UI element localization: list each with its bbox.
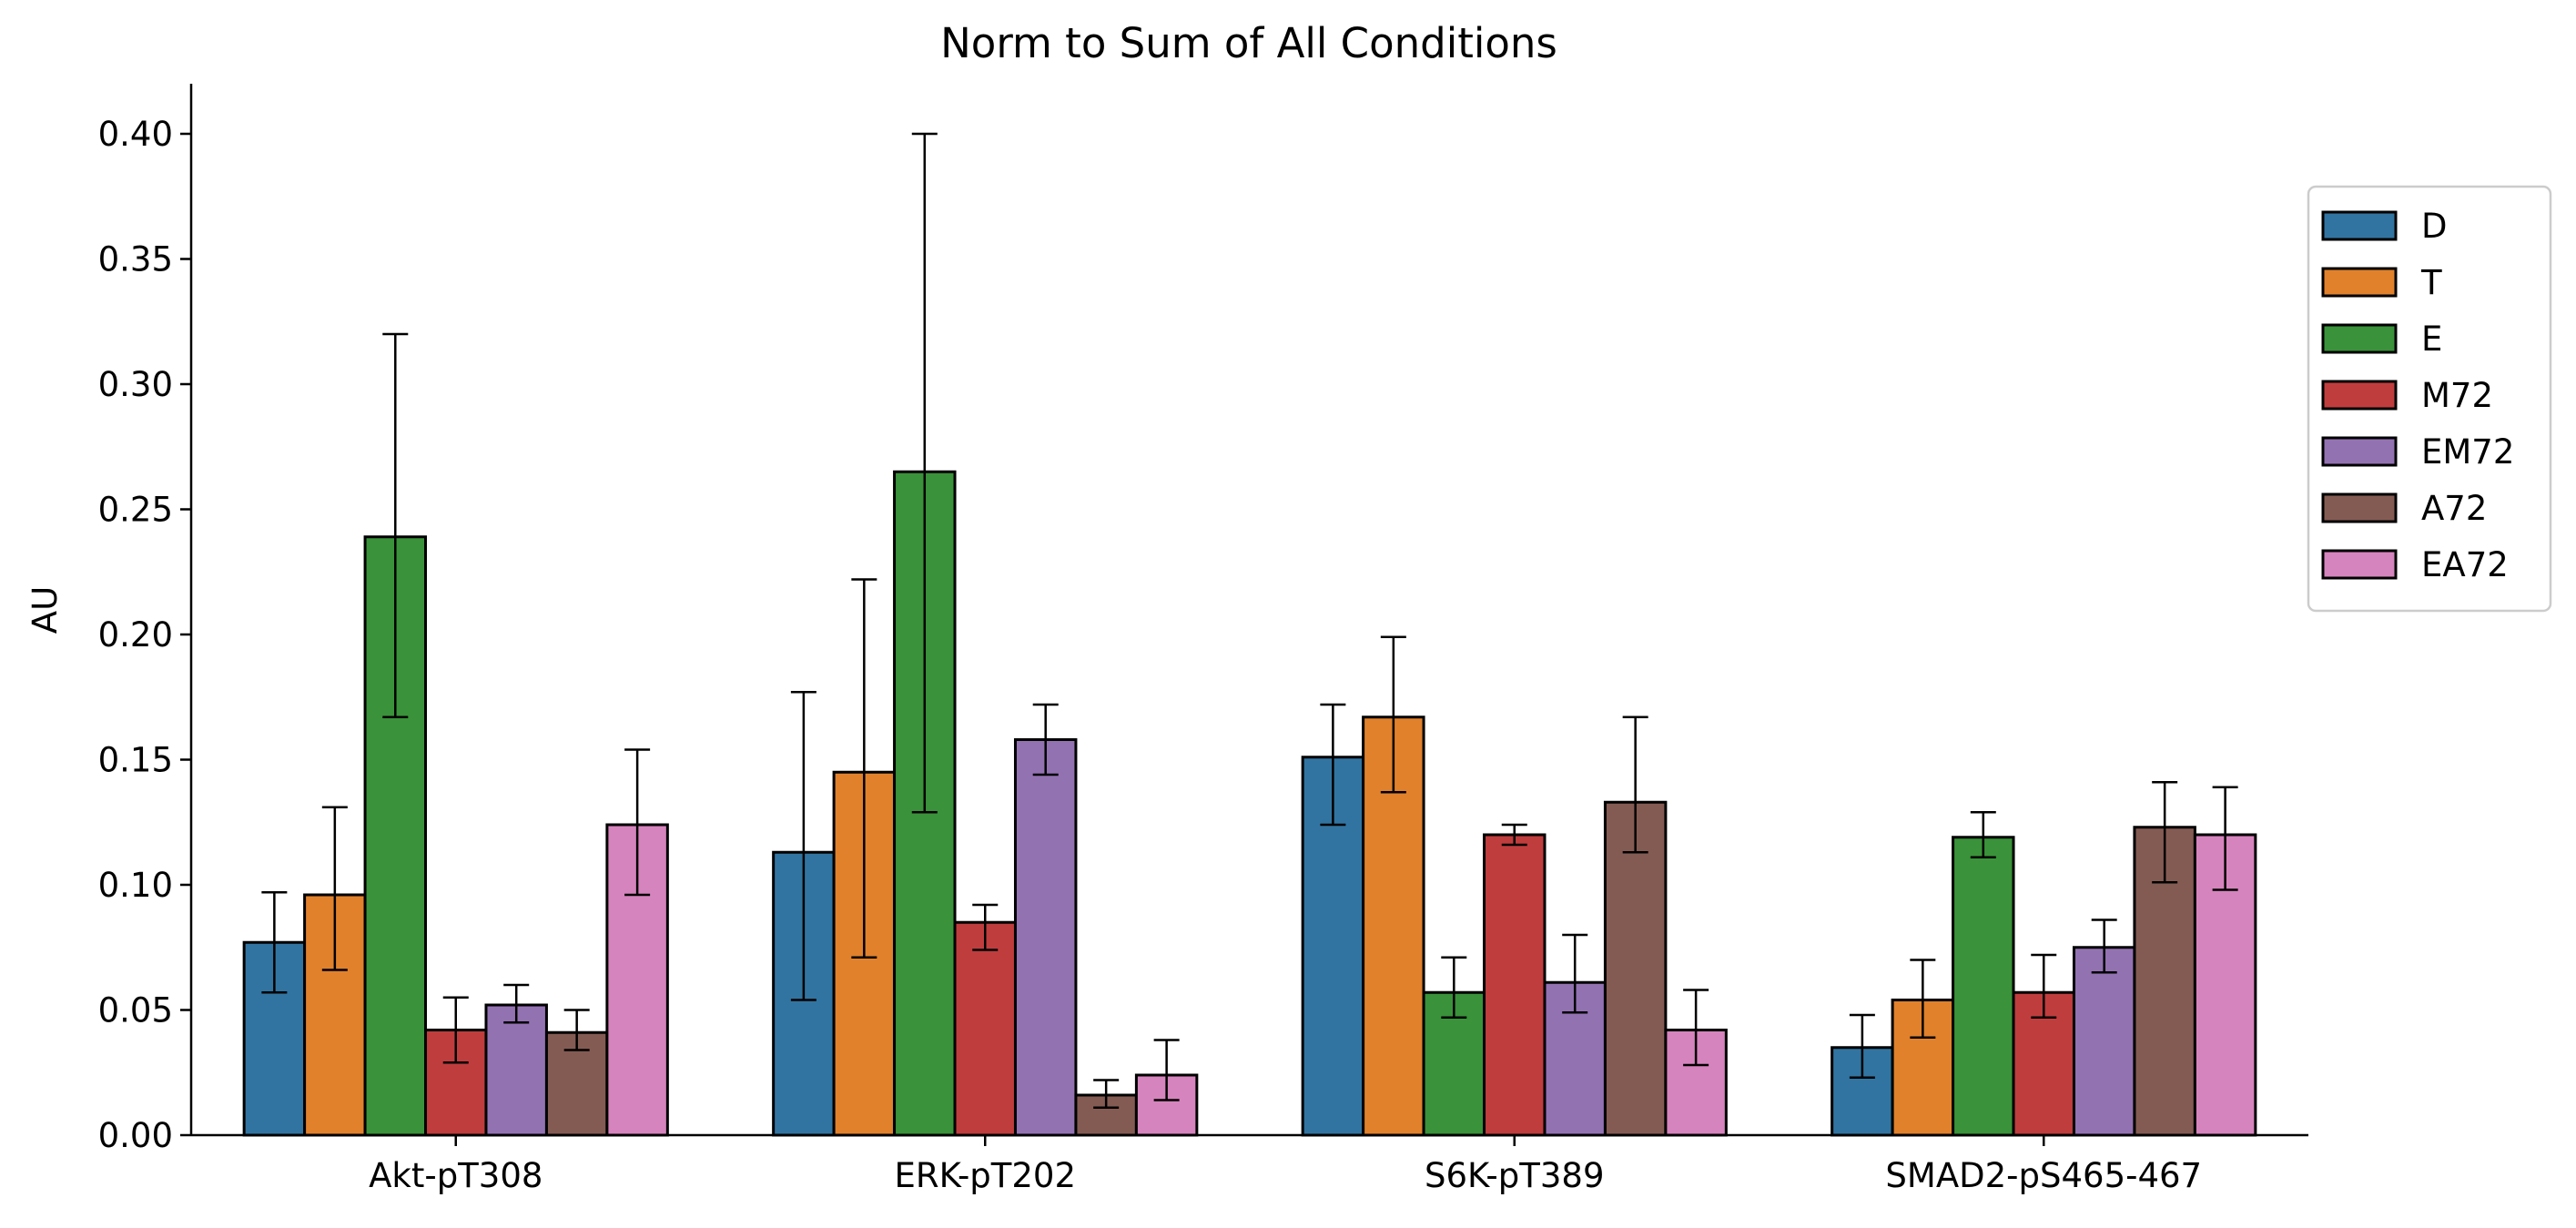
- y-tick-label: 0.30: [98, 365, 173, 404]
- y-tick-label: 0.35: [98, 240, 173, 279]
- y-tick-label: 0.10: [98, 866, 173, 905]
- bar-EM72-Akt-pT308: [484, 1003, 548, 1137]
- legend-label-D: D: [2421, 207, 2448, 246]
- x-tick-label: SMAD2-pS465-467: [1885, 1156, 2202, 1195]
- legend-swatch-E: [2321, 323, 2398, 354]
- bar-EM72-SMAD2-pS465-467: [2072, 946, 2136, 1137]
- plot-area: 0.00 0.05 0.10 0.15 0.20 0.25 0.30 0.35 0.40 Akt-…: [98, 84, 2308, 1195]
- bar-T-S6K-pT389: [1362, 715, 1425, 1137]
- x-tick-label: Akt-pT308: [369, 1156, 543, 1195]
- legend-swatch-EM72: [2321, 436, 2398, 467]
- bar-A72-S6K-pT389: [1603, 800, 1668, 1137]
- legend-swatch-EA72: [2321, 549, 2398, 580]
- legend-label-EA72: EA72: [2421, 545, 2509, 584]
- legend-swatch-M72: [2321, 380, 2398, 411]
- bar-M72-S6K-pT389: [1483, 833, 1547, 1137]
- y-tick-label: 0.00: [98, 1116, 173, 1155]
- legend-label-M72: M72: [2421, 376, 2493, 415]
- y-axis-label: AU: [25, 586, 65, 634]
- y-tick-label: 0.05: [98, 991, 173, 1030]
- x-tick-label: S6K-pT389: [1425, 1156, 1604, 1195]
- chart-title: Norm to Sum of All Conditions: [940, 19, 1557, 67]
- legend-label-E: E: [2421, 320, 2442, 359]
- legend-label-EM72: EM72: [2421, 432, 2514, 472]
- bar-E-SMAD2-pS465-467: [1952, 836, 2015, 1137]
- legend-swatch-T: [2321, 267, 2398, 298]
- legend-swatch-A72: [2321, 492, 2398, 523]
- legend-swatch-D: [2321, 210, 2398, 241]
- y-tick-label: 0.40: [98, 115, 173, 154]
- bar-EM72-ERK-pT202: [1013, 738, 1078, 1137]
- legend-label-A72: A72: [2421, 489, 2487, 528]
- y-tick-label: 0.25: [98, 491, 173, 530]
- bar-M72-ERK-pT202: [953, 920, 1017, 1137]
- legend-label-T: T: [2420, 263, 2442, 302]
- y-tick-label: 0.20: [98, 615, 173, 655]
- y-tick-label: 0.15: [98, 741, 173, 780]
- x-tick-label: ERK-pT202: [894, 1156, 1076, 1195]
